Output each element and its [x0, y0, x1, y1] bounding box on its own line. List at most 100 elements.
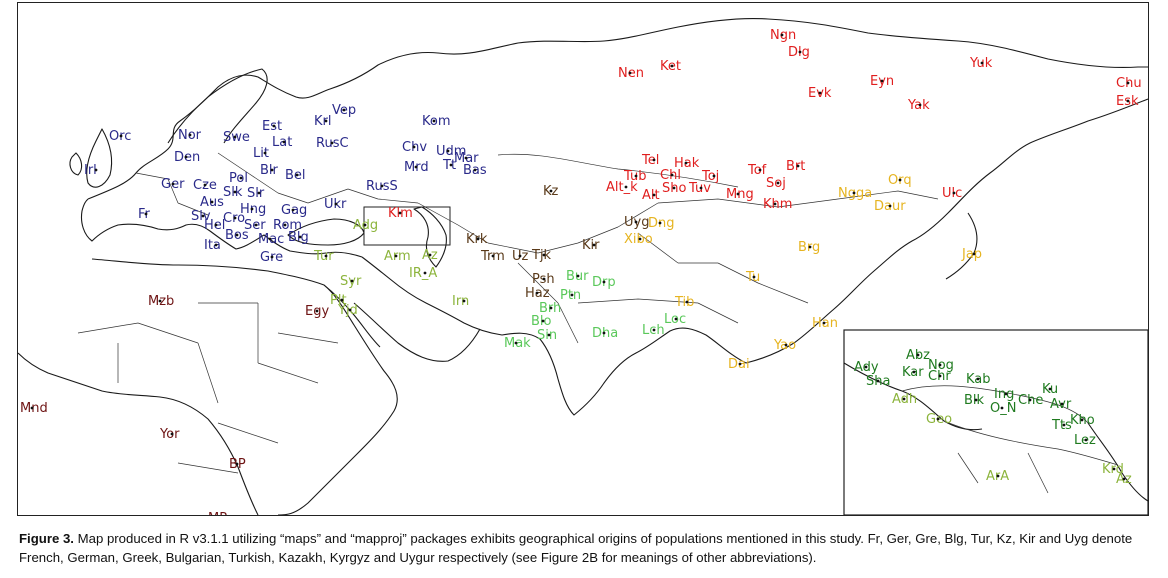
label-tib: Tib	[674, 295, 694, 310]
label-khm: Khm	[763, 197, 792, 212]
label-marker	[652, 193, 656, 197]
red-sea	[323, 284, 381, 348]
label-blr: Blr	[260, 163, 279, 178]
inset-label-marker	[1112, 467, 1116, 471]
label-marker	[576, 274, 580, 278]
label-marker	[94, 168, 98, 172]
label-tjk: Tjk	[531, 248, 552, 263]
label-tu: Tu	[745, 270, 760, 285]
label-marker	[30, 406, 34, 410]
label-marker	[233, 190, 237, 194]
british-isles	[69, 128, 113, 188]
inset-coastline	[843, 362, 1148, 502]
label-ulc: Ulc	[942, 186, 962, 201]
label-yor: Yor	[159, 427, 180, 442]
inset-label-marker	[936, 417, 940, 421]
mediterranean-coastline	[80, 198, 363, 258]
label-marker	[776, 181, 780, 185]
inset-label-marker	[976, 377, 980, 381]
label-marker	[233, 135, 237, 139]
label-marker	[272, 124, 276, 128]
label-marker	[119, 134, 123, 138]
label-marker	[652, 328, 656, 332]
label-marker	[918, 103, 922, 107]
label-fr: Fr	[138, 207, 151, 222]
label-marker	[291, 208, 295, 212]
population-labels: NgnDlgKetNenYukEynChuEskEvkYakTelHakTubC…	[20, 28, 1142, 515]
label-slr: Slr	[247, 186, 265, 201]
label-marker	[380, 184, 384, 188]
label-marker	[738, 362, 742, 366]
label-chl: Chl	[660, 168, 681, 183]
inset-label-marker	[938, 363, 942, 367]
eurasia-coastline	[87, 17, 1148, 200]
label-marker	[295, 173, 299, 177]
label-marker	[1126, 81, 1130, 85]
label-marker	[330, 141, 334, 145]
inset-label-marker	[996, 474, 1000, 478]
south-asia-coastline	[361, 256, 747, 416]
label-marker	[752, 275, 756, 279]
label-marker	[602, 280, 606, 284]
label-krl: Krl	[314, 114, 331, 129]
label-yjd: Yjd	[337, 303, 358, 318]
label-marker	[518, 254, 522, 258]
label-mnd: Mnd	[20, 401, 48, 416]
label-sin: Sin	[537, 328, 557, 343]
label-marker	[658, 221, 662, 225]
label-marker	[283, 223, 287, 227]
label-slk: Slk	[223, 185, 243, 200]
label-marker	[270, 168, 274, 172]
label-blg: Blg	[288, 230, 309, 245]
label-marker	[250, 207, 254, 211]
label-marker	[712, 174, 716, 178]
label-swe: Swe	[223, 130, 250, 145]
label-marker	[171, 182, 175, 186]
inset-label-marker	[1084, 438, 1088, 442]
inset-label-marker	[1060, 402, 1064, 406]
scandinavia	[167, 68, 268, 144]
label-marker	[570, 293, 574, 297]
label-marker	[628, 71, 632, 75]
label-marker	[542, 253, 546, 257]
label-marker	[446, 149, 450, 153]
label-marker	[235, 462, 239, 466]
label-marker	[980, 61, 984, 65]
map-panel: NgnDlgKetNenYukEynChuEskEvkYakTelHakTubC…	[17, 2, 1149, 516]
label-marker	[201, 214, 205, 218]
label-marker	[340, 298, 344, 302]
label-marker	[542, 277, 546, 281]
label-marker	[315, 309, 319, 313]
inset-label-marker	[938, 374, 942, 378]
label-marker	[184, 155, 188, 159]
inset-population-labels: AbzNogAdyKarChrShaKabKuIngBlkCheAvrO_NAd…	[854, 348, 1132, 487]
label-marker	[348, 308, 352, 312]
label-marker	[547, 333, 551, 337]
inset-label-marker	[916, 353, 920, 357]
figure-caption: Figure 3. Map produced in R v3.1.1 utili…	[19, 529, 1151, 567]
caspian-sea	[413, 206, 447, 268]
label-kir: Kir	[582, 238, 600, 253]
label-marker	[462, 299, 466, 303]
inset-label-marker	[1062, 423, 1066, 427]
label-marker	[449, 163, 453, 167]
label-marker	[464, 156, 468, 160]
country-borders	[77, 152, 939, 474]
label-marker	[602, 331, 606, 335]
map-canvas: NgnDlgKetNenYukEynChuEskEvkYakTelHakTubC…	[18, 17, 1148, 515]
label-yao: Yao	[773, 338, 796, 353]
label-marker	[972, 252, 976, 256]
label-marker	[254, 223, 258, 227]
label-marker	[880, 79, 884, 83]
inset-label-marker	[1028, 398, 1032, 402]
label-mak: Mak	[504, 336, 531, 351]
label-marker	[257, 191, 261, 195]
inset-label-marker	[902, 397, 906, 401]
label-ptn: Ptn	[560, 288, 581, 303]
inset-label-marker	[974, 398, 978, 402]
label-marker	[398, 211, 402, 215]
label-marker	[592, 243, 596, 247]
label-lit: Lit	[253, 146, 269, 161]
label-marker	[235, 233, 239, 237]
label-marker	[334, 202, 338, 206]
